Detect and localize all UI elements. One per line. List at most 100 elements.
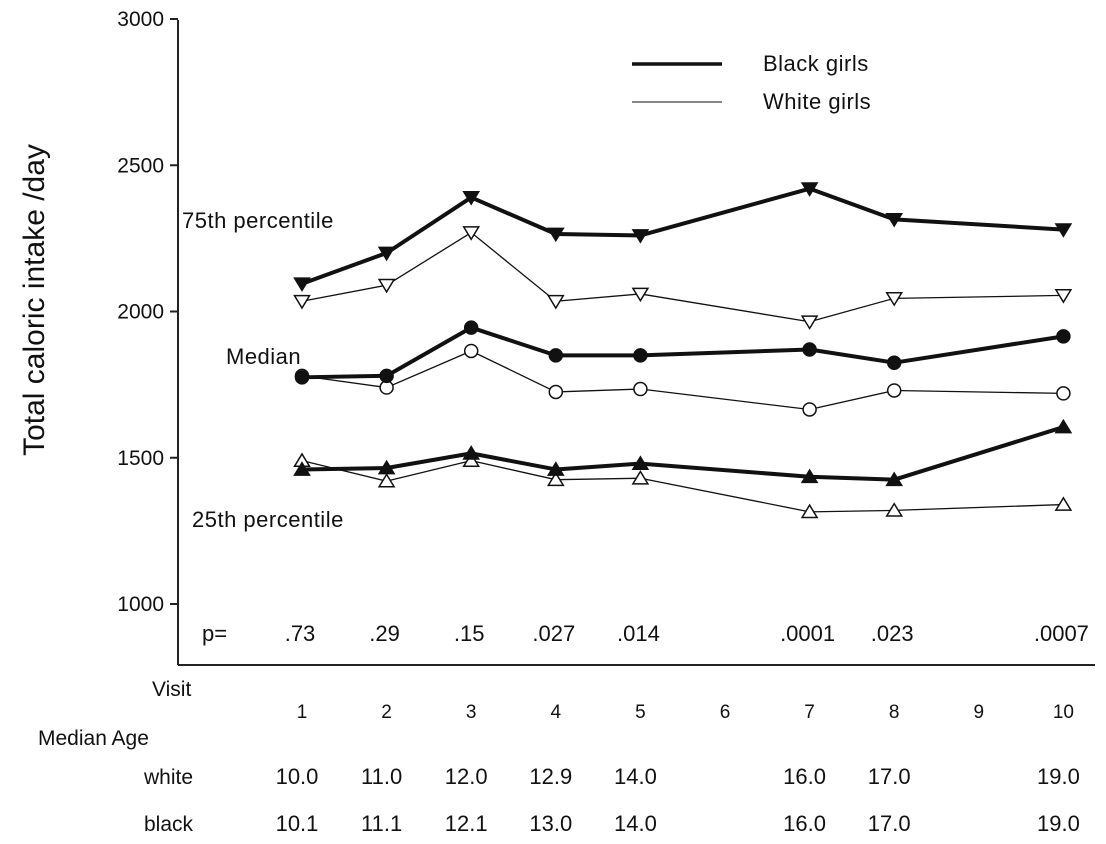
p-value: .027 (532, 621, 575, 646)
x-tick-label: 2 (381, 702, 392, 723)
series-line (301, 231, 1064, 323)
age-value: 11.0 (361, 764, 402, 789)
group-label-median: Median (226, 344, 301, 369)
age-value: 12.0 (445, 764, 488, 789)
age-value: 17.0 (868, 811, 911, 836)
series-25th-black-girls (293, 418, 1073, 487)
marker-triangle-down-filled (462, 191, 481, 206)
y-tick-label: 1500 (117, 447, 164, 470)
marker-triangle-down-open (293, 294, 311, 310)
series-line (301, 460, 1064, 513)
series-line (301, 425, 1064, 482)
marker-circle-open (463, 343, 479, 359)
series-line (301, 350, 1064, 411)
marker-circle-filled (633, 348, 648, 363)
series-25th-white-girls (293, 452, 1073, 519)
marker-triangle-down-open (631, 287, 650, 303)
age-value: 19.0 (1037, 811, 1080, 836)
marker-triangle-up-filled (546, 461, 565, 476)
marker-triangle-up-filled (800, 468, 819, 484)
age-value: 17.0 (868, 764, 911, 789)
y-tick-label: 2000 (117, 301, 164, 324)
age-value: 10.1 (276, 811, 319, 836)
group-label-25th: 25th percentile (192, 507, 344, 532)
age-row-label-black: black (144, 813, 194, 836)
marker-circle-filled (886, 355, 902, 370)
marker-triangle-up-open (546, 471, 565, 487)
marker-triangle-up-filled (462, 445, 481, 460)
y-tick-label: 2500 (117, 154, 164, 177)
x-tick-label: 3 (466, 702, 477, 723)
age-value: 13.0 (529, 811, 572, 836)
group-label-75th: 75th percentile (182, 208, 334, 233)
marker-triangle-up-open (631, 470, 650, 485)
marker-triangle-up-filled (377, 459, 396, 475)
marker-triangle-up-open (885, 502, 904, 517)
marker-circle-filled (379, 368, 394, 384)
marker-circle-filled (463, 320, 479, 335)
marker-triangle-down-filled (1054, 223, 1073, 238)
marker-triangle-down-open (462, 226, 481, 241)
marker-triangle-down-open (1054, 289, 1073, 304)
legend-entry: Black girls (763, 51, 869, 76)
y-tick-label: 3000 (117, 8, 164, 31)
visit-row-label: Visit (152, 678, 191, 701)
x-tick-label: 7 (804, 702, 815, 723)
marker-triangle-up-filled (293, 461, 311, 476)
age-value: 12.1 (445, 811, 488, 836)
marker-triangle-up-open (377, 472, 396, 488)
marker-circle-open (802, 402, 817, 417)
marker-triangle-up-filled (631, 455, 650, 470)
marker-triangle-up-open (462, 452, 481, 468)
x-tick-label: 1 (297, 702, 308, 723)
marker-triangle-down-filled (631, 229, 650, 244)
series-median-black-girls (294, 320, 1071, 385)
series-line (301, 325, 1064, 380)
marker-triangle-up-filled (1054, 418, 1073, 434)
x-tick-label: 10 (1053, 702, 1074, 723)
marker-triangle-up-open (1054, 496, 1073, 511)
median-age-label: Median Age (38, 727, 149, 750)
marker-circle-open (548, 384, 564, 400)
legend: Black girls White girls (632, 51, 871, 114)
marker-triangle-down-open (885, 291, 904, 307)
p-label: p= (202, 621, 227, 646)
marker-triangle-up-open (800, 503, 819, 519)
p-value: .15 (454, 621, 485, 646)
p-value: .0001 (780, 621, 835, 646)
marker-triangle-down-open (377, 278, 396, 294)
y-axis-label: Total caloric intake /day (18, 144, 51, 456)
p-value: .29 (369, 621, 400, 646)
x-tick-label: 5 (635, 702, 646, 723)
marker-circle-open (886, 383, 902, 398)
marker-circle-open (633, 381, 648, 397)
age-value: 14.0 (614, 764, 657, 789)
marker-triangle-down-filled (546, 227, 565, 243)
age-value: 11.1 (361, 811, 402, 836)
series-layer (293, 182, 1073, 519)
x-tick-label: 8 (889, 702, 900, 723)
series-75th-white-girls (293, 226, 1073, 330)
marker-circle-open (1056, 386, 1071, 401)
series-75th-black-girls (293, 182, 1073, 292)
age-value: 10.0 (276, 764, 319, 789)
legend-entry: White girls (763, 89, 871, 114)
marker-circle-filled (294, 370, 310, 385)
age-value: 16.0 (783, 811, 826, 836)
x-tick-label: 4 (551, 702, 562, 723)
series-line (301, 186, 1064, 286)
age-value: 19.0 (1037, 764, 1080, 789)
marker-triangle-up-filled (885, 471, 904, 487)
marker-circle-filled (1056, 329, 1071, 344)
age-value: 16.0 (783, 764, 826, 789)
annotation-layer: 75th percentile Median 25th percentile p= .7… (182, 208, 1089, 646)
marker-triangle-down-filled (377, 246, 396, 262)
marker-triangle-down-filled (800, 182, 819, 197)
marker-triangle-down-filled (293, 277, 311, 292)
x-tick-label: 9 (974, 702, 985, 723)
age-value: 12.9 (529, 764, 572, 789)
marker-triangle-down-open (546, 294, 565, 310)
p-value: .023 (871, 621, 914, 646)
p-value: .73 (285, 621, 316, 646)
